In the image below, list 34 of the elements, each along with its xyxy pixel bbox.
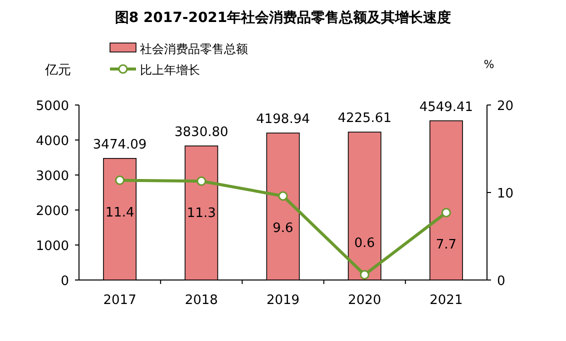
data-label: 0.6 [354,236,375,251]
y-tick-label: 5000 [36,99,69,114]
point [196,176,206,186]
legend-label: 比上年增长 [140,63,200,77]
y2-axis-title: % [484,58,494,71]
data-label: 11.4 [105,205,134,220]
data-label: 4198.94 [256,112,310,128]
y-tick-label: 4000 [36,134,69,149]
data-label: 3830.80 [174,124,228,140]
y2-tick-label: 0 [497,274,506,289]
point [115,176,125,185]
chart-title: 图8 2017-2021年社会消费品零售总额及其增长速度 [114,9,452,26]
y-tick-label: 0 [60,274,69,289]
data-label: 9.6 [272,221,294,236]
y-tick-label: 3000 [36,169,69,184]
x-tick-label: 2018 [184,293,218,308]
x-tick-label: 2017 [103,293,136,308]
x-tick-label: 2019 [266,293,300,308]
point [278,191,288,201]
data-label: 4225.61 [338,111,392,126]
y2-tick-label: 10 [497,186,514,202]
data-label: 4549.41 [419,100,474,115]
data-label: 7.7 [436,238,457,253]
y-tick-label: 1000 [36,239,69,254]
x-tick-label: 2021 [430,293,463,308]
point [441,208,451,218]
legend-label: 社会消费品零售总额 [140,42,248,56]
data-label: 11.3 [186,206,216,222]
y-axis-title: 亿元 [44,63,71,78]
x-tick-label: 2020 [348,293,382,308]
y-tick-label: 2000 [36,204,69,219]
data-label: 3474.09 [92,137,147,152]
y2-tick-label: 20 [497,99,514,114]
point [360,270,370,280]
